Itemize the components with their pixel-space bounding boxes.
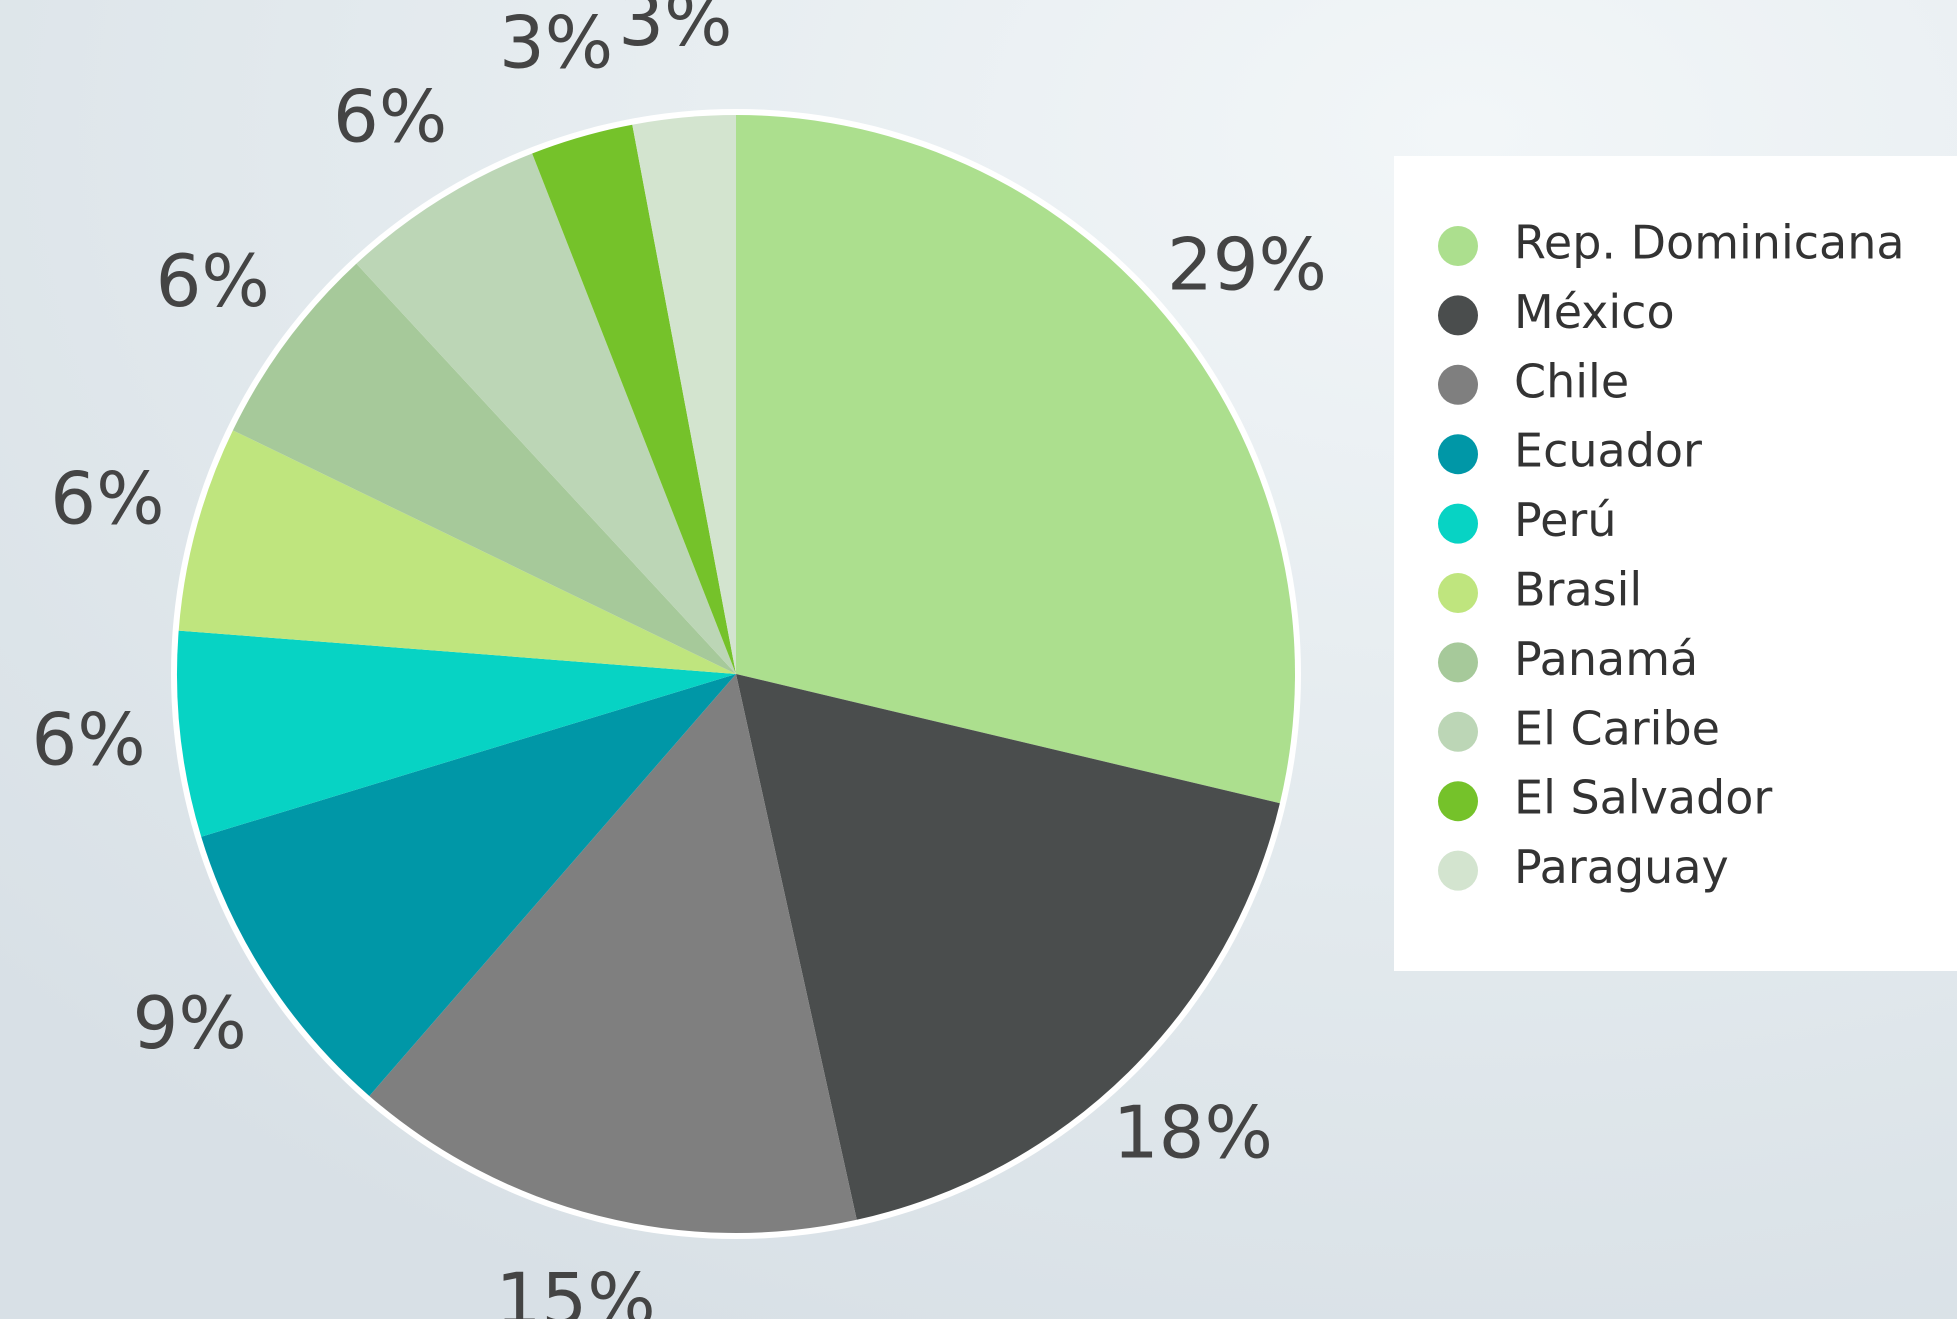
- legend-marker: [1438, 642, 1478, 682]
- legend-marker: [1438, 365, 1478, 405]
- legend-marker: [1438, 712, 1478, 752]
- data-label: 18%: [1113, 1091, 1273, 1175]
- legend-marker: [1438, 434, 1478, 474]
- legend-label: El Caribe: [1514, 701, 1720, 755]
- legend-marker: [1438, 295, 1478, 335]
- legend-marker: [1438, 226, 1478, 266]
- legend-label: Chile: [1514, 354, 1629, 408]
- legend-label: Brasil: [1514, 563, 1642, 617]
- legend-label: Perú: [1514, 493, 1616, 547]
- legend-marker: [1438, 781, 1478, 821]
- legend-label: El Salvador: [1514, 771, 1772, 825]
- data-label: 6%: [50, 456, 164, 540]
- legend-marker: [1438, 573, 1478, 613]
- legend-label: México: [1514, 285, 1675, 339]
- legend-marker: [1438, 504, 1478, 544]
- data-label: 29%: [1167, 223, 1327, 307]
- chart: 29% 18% 15% 9% 6% 6% 6% 6% 3%3% Rep. Dominicana Mé…: [0, 0, 1957, 1319]
- data-label: 6%: [333, 75, 447, 159]
- data-label: 3%: [499, 1, 613, 85]
- legend-marker: [1438, 851, 1478, 891]
- data-label: 6%: [156, 239, 270, 323]
- data-label: 15%: [496, 1258, 656, 1319]
- legend-label: Rep. Dominicana: [1514, 216, 1905, 270]
- data-label: 3%: [618, 0, 732, 62]
- legend-label: Panamá: [1514, 632, 1698, 686]
- data-label: 9%: [133, 981, 247, 1065]
- legend-label: Paraguay: [1514, 840, 1729, 894]
- legend-label: Ecuador: [1514, 424, 1702, 478]
- data-label: 6%: [32, 697, 146, 781]
